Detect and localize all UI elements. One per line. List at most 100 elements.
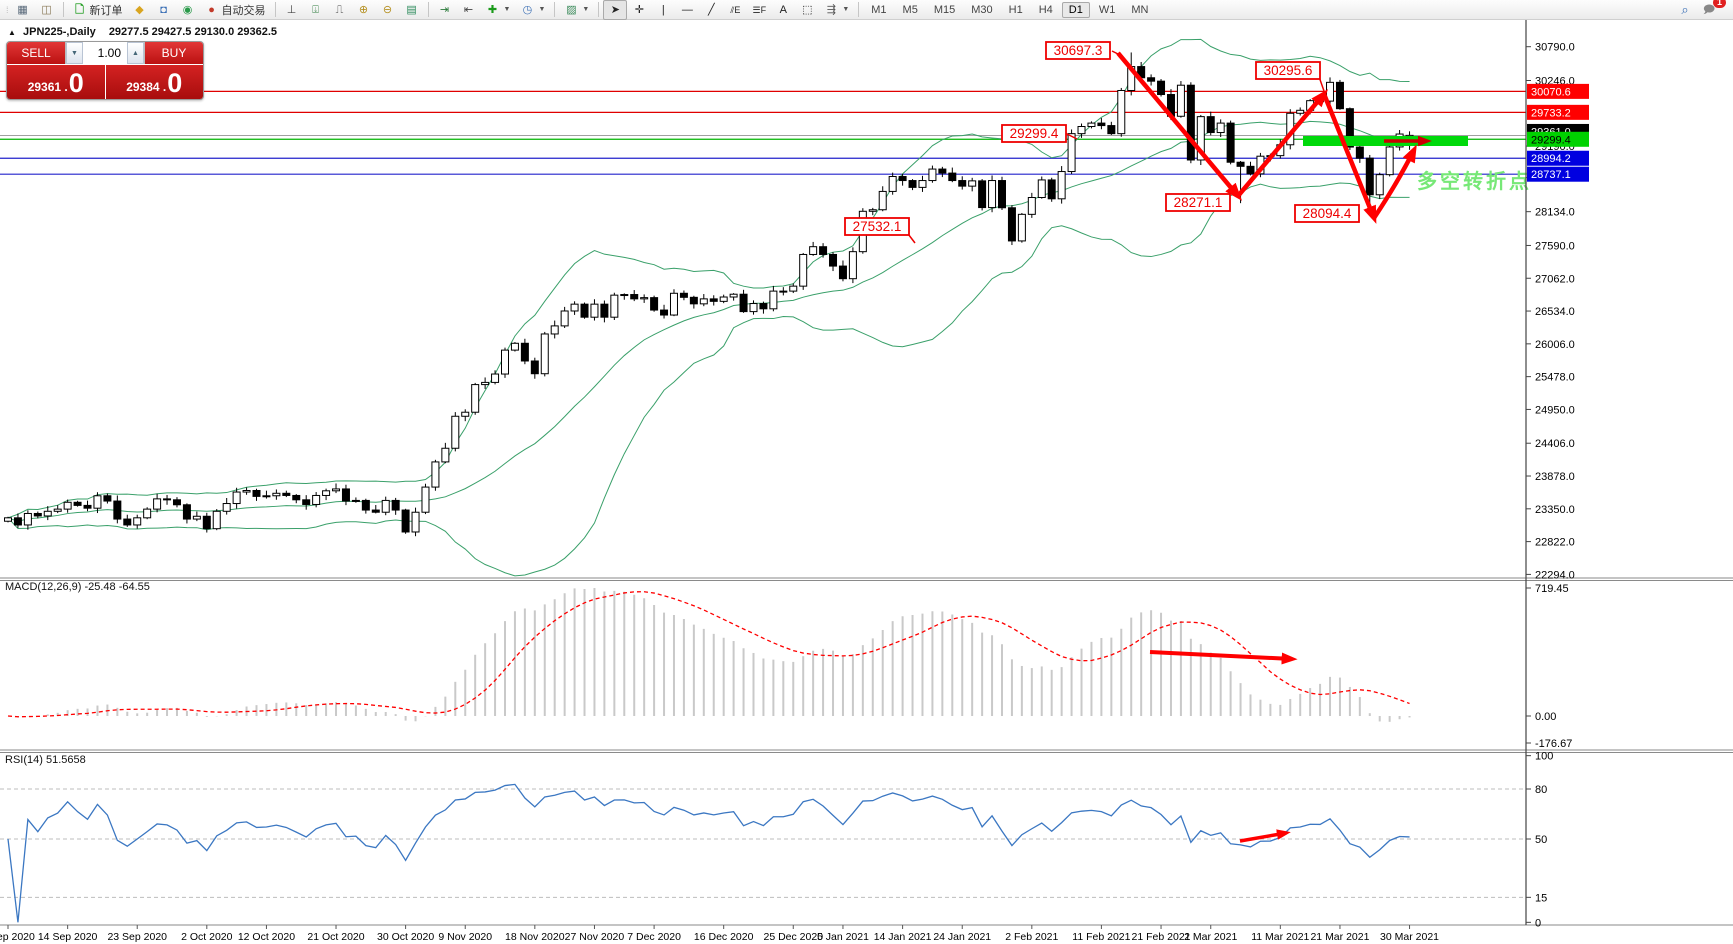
- metaeditor-button[interactable]: ◆: [128, 0, 152, 20]
- toolbar-drag-handle[interactable]: ⁞: [6, 4, 9, 15]
- toolbar-separator: [858, 2, 860, 17]
- bar-chart-button[interactable]: ⊥: [280, 0, 304, 20]
- bar-chart-icon: ⊥: [286, 3, 297, 16]
- periods-button[interactable]: ◷ ▼: [515, 0, 550, 20]
- buy-button[interactable]: BUY: [145, 42, 203, 64]
- tile-windows-icon: ▤: [406, 3, 417, 16]
- price-callout[interactable]: 28094.4: [1294, 204, 1360, 223]
- collapse-arrow-icon[interactable]: ▲: [8, 28, 16, 37]
- volume-decrease-button[interactable]: ▼: [66, 42, 83, 64]
- equidistant-channel-tool-button[interactable]: ⫽E: [723, 0, 747, 20]
- svg-text:100: 100: [1535, 751, 1553, 763]
- shapes-icon: ⇶: [826, 3, 836, 16]
- price-callout[interactable]: 29299.4: [1001, 124, 1078, 143]
- svg-text:16 Dec 2020: 16 Dec 2020: [694, 931, 754, 943]
- add-indicator-button[interactable]: ✚ ▼: [481, 0, 516, 20]
- timeframe-m30[interactable]: M30: [971, 3, 993, 16]
- timeframe-w1[interactable]: W1: [1098, 3, 1116, 16]
- crosshair-tool-button[interactable]: ✛: [627, 0, 651, 20]
- svg-text:22294.0: 22294.0: [1535, 569, 1575, 581]
- crosshair-icon: ✛: [634, 3, 644, 16]
- templates-button[interactable]: ▨ ▼: [559, 0, 594, 20]
- svg-text:30790.0: 30790.0: [1535, 42, 1575, 54]
- svg-text:22822.0: 22822.0: [1535, 537, 1575, 549]
- one-click-trading-panel: SELL ▼ 1.00 ▲ BUY 29361 . 0 29384 . 0: [6, 41, 204, 100]
- dropdown-arrow-icon: ▼: [842, 6, 850, 13]
- fibonacci-icon: ☰F: [752, 4, 767, 15]
- cursor-tool-button[interactable]: ➤: [603, 0, 628, 20]
- new-order-button[interactable]: 🗋 新订单: [68, 0, 128, 20]
- text-icon: A: [779, 3, 787, 16]
- horizontal-line-tool-button[interactable]: —: [675, 0, 699, 20]
- candlestick-icon: ⍗: [312, 3, 319, 16]
- horizontal-line-icon: —: [681, 3, 693, 16]
- axis-price-label: 29299.4: [1527, 131, 1589, 147]
- buy-price-button[interactable]: 29384 . 0: [105, 65, 203, 99]
- zoom-in-button[interactable]: ⊕: [352, 0, 376, 20]
- trendline-tool-button[interactable]: ╱: [699, 0, 723, 20]
- autotrading-label: 自动交易: [221, 4, 266, 17]
- svg-text:4 Sep 2020: 4 Sep 2020: [0, 931, 35, 943]
- volume-stepper: ▼ 1.00 ▲: [65, 42, 145, 64]
- macd-pane: [7, 588, 1411, 722]
- svg-text:30295.6: 30295.6: [1264, 63, 1313, 78]
- zoom-in-icon: ⊕: [358, 3, 369, 16]
- zoom-out-button[interactable]: ⊖: [376, 0, 400, 20]
- svg-text:28094.4: 28094.4: [1303, 206, 1352, 221]
- volume-increase-button[interactable]: ▲: [127, 42, 144, 64]
- fibonacci-tool-button[interactable]: ☰F: [747, 0, 771, 20]
- bounce-arrow: [1372, 144, 1417, 220]
- tile-windows-button[interactable]: ▤: [400, 0, 424, 20]
- timeframe-m1[interactable]: M1: [871, 3, 887, 16]
- timeframe-h4[interactable]: H4: [1038, 3, 1053, 16]
- rsi-trend-arrow: [1239, 829, 1291, 843]
- search-button[interactable]: ⌕: [1673, 0, 1697, 20]
- profiles-button[interactable]: ◫: [35, 0, 59, 20]
- arrows-tool-button[interactable]: ⇶ ▼: [819, 0, 854, 20]
- timeframe-mn[interactable]: MN: [1131, 3, 1149, 16]
- chart-shift-button[interactable]: ⇥: [433, 0, 457, 20]
- sell-label: SELL: [21, 46, 51, 60]
- timeframe-m5[interactable]: M5: [902, 3, 918, 16]
- new-order-icon: 🗋: [75, 3, 84, 16]
- auto-scroll-icon: ⇤: [463, 3, 474, 16]
- buy-label: BUY: [161, 46, 187, 60]
- sell-price-button[interactable]: 29361 . 0: [7, 65, 106, 99]
- clock-icon: ◷: [522, 3, 533, 16]
- line-chart-button[interactable]: ⎍: [328, 0, 352, 20]
- timeframe-h1[interactable]: H1: [1008, 3, 1023, 16]
- sell-button[interactable]: SELL: [7, 42, 65, 64]
- signals-icon: ◉: [182, 3, 193, 16]
- svg-text:24406.0: 24406.0: [1535, 438, 1575, 450]
- macd-label: MACD(12,26,9) -25.48 -64.55: [5, 581, 150, 593]
- vertical-line-tool-button[interactable]: |: [651, 0, 675, 20]
- new-chart-window-button[interactable]: ▦: [11, 0, 35, 20]
- text-label-icon: ⬚: [802, 3, 813, 16]
- price-callout[interactable]: 28271.1: [1165, 193, 1231, 212]
- price-axis[interactable]: 30790.030246.029190.028682.028134.027590…: [1526, 42, 1589, 582]
- trend-zigzag-arrow: [1236, 89, 1329, 198]
- signals-button[interactable]: ◉: [176, 0, 200, 20]
- svg-text:11 Feb 2021: 11 Feb 2021: [1072, 931, 1130, 943]
- notification-badge: 1: [1712, 0, 1726, 8]
- terminal-button[interactable]: ◘: [152, 0, 176, 20]
- autotrading-button[interactable]: ● 自动交易: [200, 0, 271, 20]
- chat-button[interactable]: 🗩 1: [1697, 0, 1726, 20]
- svg-text:27532.1: 27532.1: [853, 219, 902, 234]
- vertical-line-icon: |: [661, 3, 665, 16]
- timeframe-d1[interactable]: D1: [1061, 1, 1090, 18]
- candlestick-chart-button[interactable]: ⍗: [304, 0, 328, 20]
- axis-price-label: 29733.2: [1527, 104, 1589, 120]
- price-callout[interactable]: 27532.1: [844, 217, 916, 244]
- auto-scroll-button[interactable]: ⇤: [457, 0, 481, 20]
- search-icon: ⌕: [1681, 1, 1689, 17]
- svg-text:27 Nov 2020: 27 Nov 2020: [565, 931, 625, 943]
- price-callout[interactable]: 30295.6: [1255, 61, 1325, 92]
- text-label-tool-button[interactable]: ⬚: [795, 0, 819, 20]
- text-tool-button[interactable]: A: [771, 0, 795, 20]
- volume-input[interactable]: 1.00: [97, 46, 121, 60]
- price-callout[interactable]: 30697.3: [1045, 41, 1119, 60]
- timeframe-m15[interactable]: M15: [933, 3, 956, 16]
